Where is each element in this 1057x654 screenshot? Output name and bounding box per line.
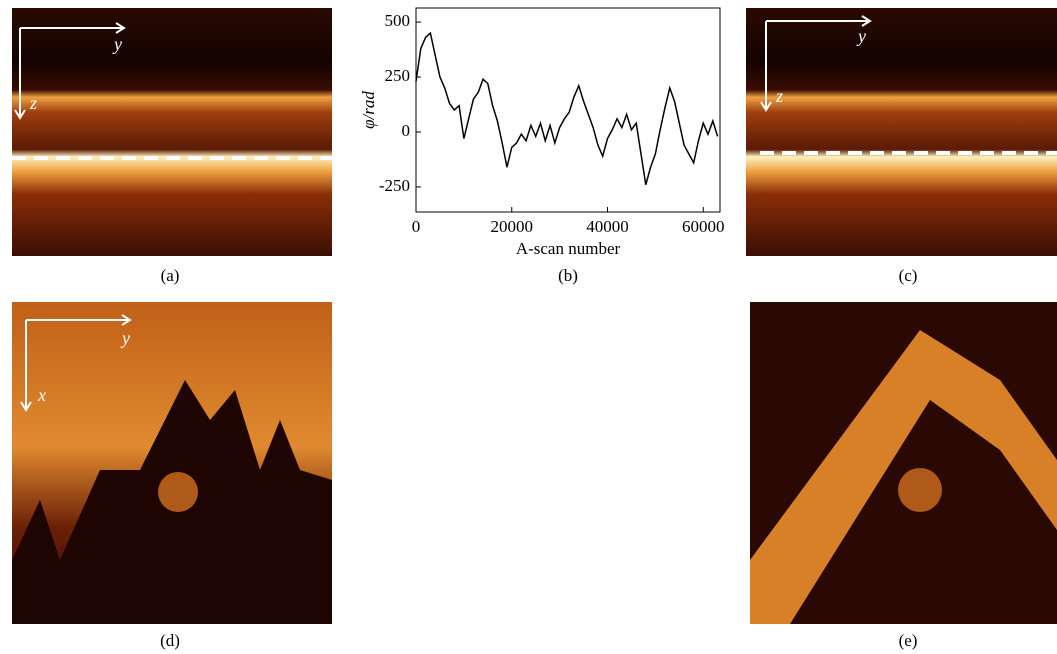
panel-label: (e): [899, 631, 918, 650]
plot-frame: [415, 7, 721, 213]
axis-letter: y: [856, 26, 866, 46]
panel-label: (d): [160, 631, 180, 650]
panel-label: (a): [161, 266, 180, 285]
panel-c: y z (c): [746, 8, 1057, 285]
panel-label: (c): [899, 266, 918, 285]
data-line: [415, 31, 719, 185]
panel-label: (b): [558, 266, 578, 285]
x-tick-label: 60000: [682, 217, 725, 236]
axis-letter: z: [29, 93, 37, 113]
y-tick-label: -250: [379, 176, 410, 195]
oct-image: [12, 8, 332, 256]
axis-letter: y: [112, 34, 122, 54]
axis-arrows: [20, 314, 132, 412]
y-tick-label: 0: [402, 121, 411, 140]
panel-e: (e): [750, 302, 1057, 650]
spot: [158, 472, 198, 512]
axis-letter: z: [775, 86, 783, 106]
axis-arrows: [14, 22, 126, 120]
line-chart: A-scan number φ/rad (b) -250 0 250 500 0 2000…: [359, 7, 725, 285]
y-tick-label: 500: [385, 11, 411, 30]
axis-letter: y: [120, 328, 130, 348]
axis-arrows: [760, 15, 872, 112]
x-axis-label: A-scan number: [516, 239, 621, 258]
x-tick-label: 40000: [586, 217, 629, 236]
oct-image: [746, 8, 1057, 256]
axis-letter: x: [37, 385, 46, 405]
bright-band: [750, 330, 1057, 624]
spot: [898, 468, 942, 512]
y-axis-label: φ/rad: [359, 91, 378, 129]
x-tick-label: 0: [412, 217, 421, 236]
panel-d: y x (d): [12, 302, 332, 650]
panel-a: y z (a): [12, 8, 332, 285]
y-tick-label: 250: [385, 66, 411, 85]
x-tick-label: 20000: [490, 217, 533, 236]
